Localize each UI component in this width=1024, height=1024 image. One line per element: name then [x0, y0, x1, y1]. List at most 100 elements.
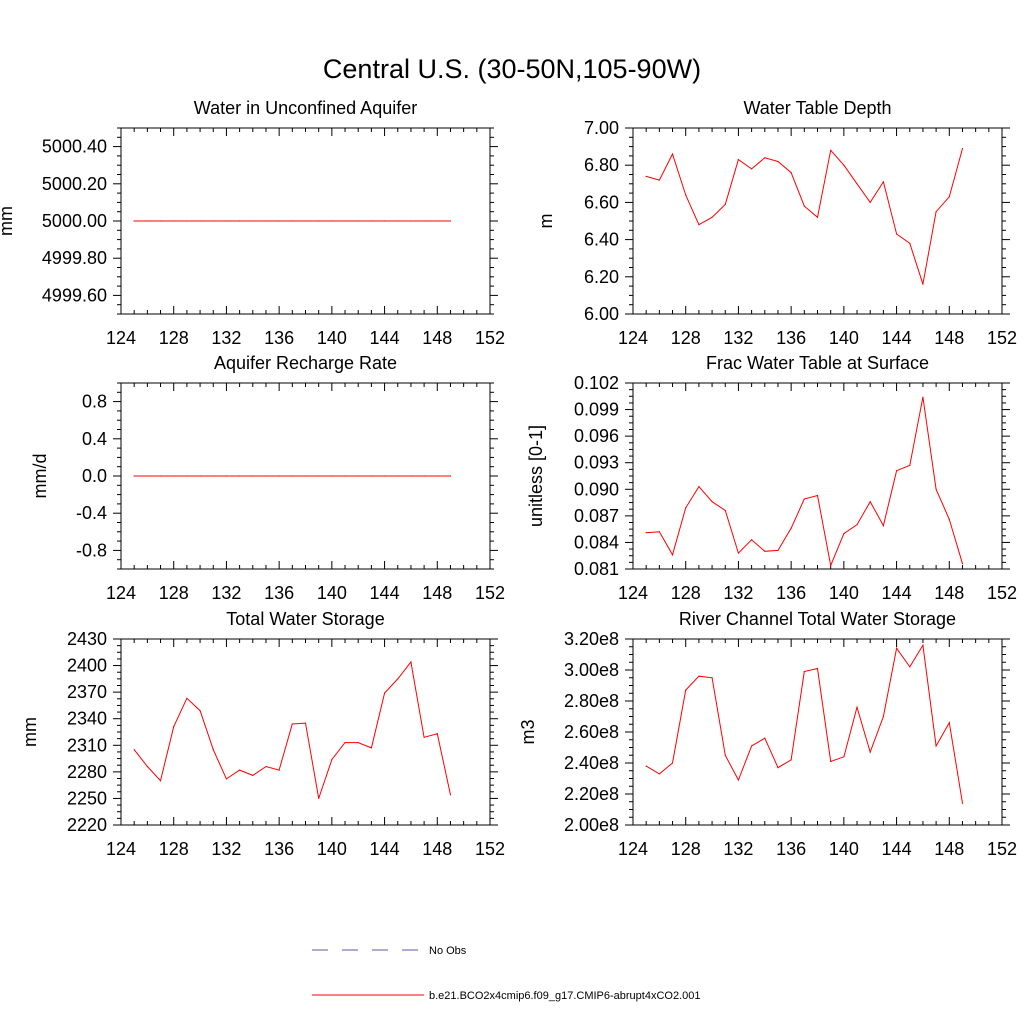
data-point: [711, 501, 713, 503]
data-point: [173, 475, 175, 477]
data-point: [199, 710, 201, 712]
x-tick-label: 140: [829, 583, 859, 603]
data-point: [737, 552, 740, 554]
y-tick-label: 2280: [67, 762, 107, 782]
panel-title: Frac Water Table at Surface: [706, 353, 929, 373]
data-point: [331, 220, 333, 222]
data-point: [830, 149, 832, 151]
data-point: [252, 220, 254, 222]
x-tick-label: 132: [211, 583, 241, 603]
data-point: [186, 697, 188, 699]
y-axis-label: unitless [0-1]: [526, 425, 546, 527]
x-tick-label: 152: [475, 583, 505, 603]
x-tick-label: 128: [671, 328, 701, 348]
x-tick-label: 140: [317, 583, 347, 603]
data-point: [751, 539, 753, 541]
data-point: [186, 220, 188, 222]
data-point: [278, 475, 280, 477]
legend-label-no-obs: No Obs: [429, 945, 467, 957]
data-point: [146, 220, 148, 222]
data-point: [423, 220, 425, 222]
panel-water-in-unconfined-aquifer: Water in Unconfined Aquifer mm 124 128 132 13…: [0, 98, 505, 348]
x-tick-label: 132: [723, 328, 753, 348]
x-tick-label: 148: [422, 839, 452, 859]
data-point: [212, 220, 214, 222]
y-tick-label: 0.087: [574, 506, 619, 526]
data-point: [186, 475, 188, 477]
data-point: [159, 475, 162, 477]
data-point: [225, 475, 228, 477]
data-point: [449, 220, 452, 222]
y-tick-label: 7.00: [584, 118, 619, 138]
x-tick-label: 152: [987, 328, 1017, 348]
data-point: [318, 475, 320, 477]
data-point: [843, 164, 845, 166]
data-point: [410, 661, 412, 663]
series-line: [646, 148, 963, 285]
x-tick-label: 148: [422, 328, 452, 348]
y-tick-label: 4999.80: [42, 248, 107, 268]
data-point: [935, 211, 937, 213]
data-point: [711, 677, 713, 679]
y-tick-label: 2.60e8: [564, 722, 619, 742]
y-tick-label: 5000.40: [42, 137, 107, 157]
data-point: [370, 475, 372, 477]
x-tick-label: 132: [723, 583, 753, 603]
data-point: [751, 168, 753, 170]
data-point: [948, 196, 950, 198]
data-point: [724, 509, 726, 512]
y-tick-label: 2250: [67, 788, 107, 808]
x-tick-label: 132: [211, 839, 241, 859]
data-point: [698, 486, 700, 488]
data-point: [909, 464, 911, 466]
data-point: [370, 747, 372, 749]
x-tick-label: 140: [829, 328, 859, 348]
data-point: [816, 216, 819, 218]
data-point: [278, 220, 280, 222]
data-point: [410, 475, 412, 477]
series-line: [646, 397, 963, 568]
data-point: [922, 283, 924, 285]
data-point: [344, 475, 346, 477]
data-point: [239, 220, 241, 222]
x-tick-label: 128: [671, 583, 701, 603]
data-point: [331, 475, 333, 477]
data-point: [265, 220, 267, 222]
data-point: [764, 550, 766, 552]
data-point: [133, 220, 135, 222]
x-tick-label: 140: [829, 839, 859, 859]
data-point: [671, 762, 674, 764]
x-tick-label: 124: [618, 583, 648, 603]
data-point: [816, 494, 819, 497]
y-tick-label: 2.80e8: [564, 691, 619, 711]
data-point: [803, 498, 805, 500]
data-point: [449, 794, 452, 796]
data-point: [790, 759, 792, 761]
data-point: [830, 760, 832, 763]
data-point: [344, 742, 346, 744]
y-axis-label: m3: [518, 719, 538, 744]
data-point: [199, 475, 201, 477]
x-tick-label: 144: [882, 839, 912, 859]
data-point: [909, 242, 911, 244]
data-point: [895, 470, 898, 472]
panel-total-water-storage: Total Water Storage mm 124 128 132 136 140 144 1…: [20, 609, 505, 859]
data-point: [909, 666, 911, 668]
x-tick-label: 124: [618, 839, 648, 859]
data-point: [265, 765, 267, 768]
data-point: [645, 765, 647, 767]
panel-title: Water in Unconfined Aquifer: [194, 98, 417, 118]
data-point: [882, 181, 884, 183]
data-point: [239, 475, 241, 477]
data-point: [357, 475, 359, 477]
data-point: [698, 675, 700, 677]
data-point: [436, 733, 438, 735]
panel-title: Total Water Storage: [226, 609, 384, 629]
chart-panels: Water in Unconfined Aquifer mm 124 128 132 13…: [0, 98, 1017, 859]
y-tick-label: 5000.20: [42, 174, 107, 194]
x-tick-label: 148: [934, 839, 964, 859]
y-tick-label: 3.00e8: [564, 660, 619, 680]
data-point: [304, 220, 307, 222]
data-point: [922, 396, 924, 398]
data-point: [948, 722, 950, 724]
